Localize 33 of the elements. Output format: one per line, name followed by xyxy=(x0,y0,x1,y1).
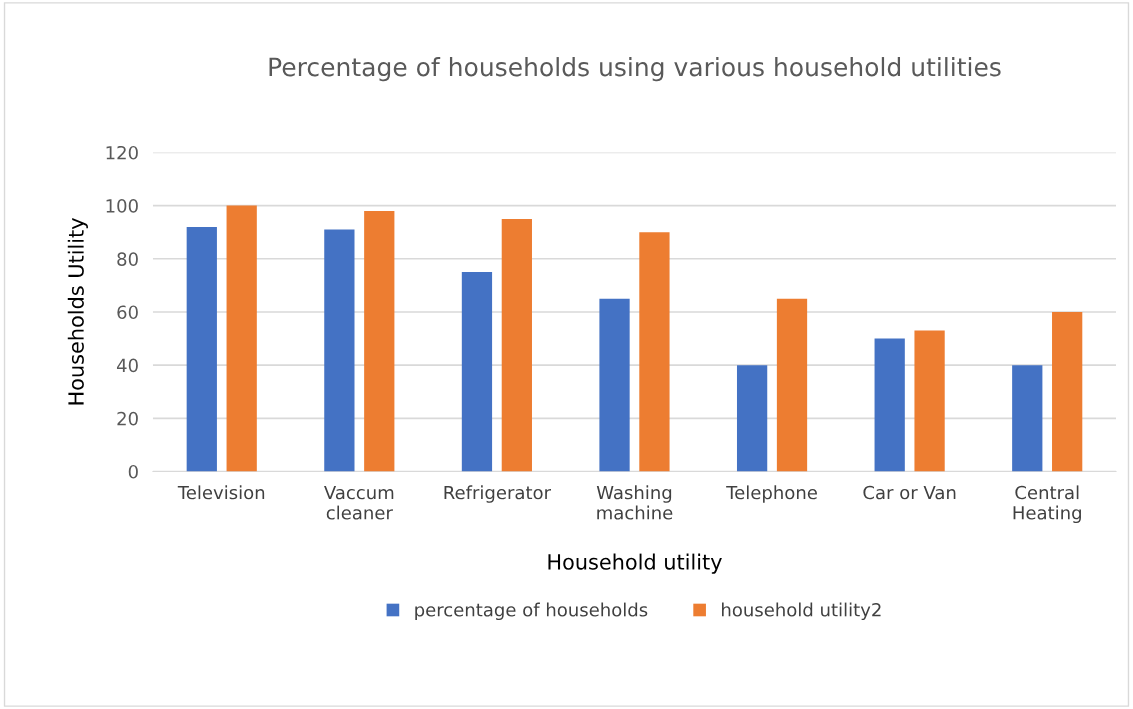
bar xyxy=(364,210,395,472)
x-tick-label: Washing machine xyxy=(596,485,673,520)
bar xyxy=(1012,365,1043,472)
x-tick-label: Vaccum cleaner xyxy=(324,485,394,520)
y-axis-title: Households Utility xyxy=(67,218,88,405)
bar xyxy=(639,232,670,472)
bar xyxy=(736,365,768,472)
bar xyxy=(226,205,257,472)
bar xyxy=(776,298,808,472)
legend-label: percentage of households xyxy=(415,602,648,621)
x-tick-label: Television xyxy=(177,485,265,500)
legend-label: household utility2 xyxy=(722,602,881,621)
bar xyxy=(599,298,630,472)
y-tick-label: 0 xyxy=(128,464,138,479)
x-tick-label: Central Heating xyxy=(1013,485,1081,524)
x-axis-title: Household utility xyxy=(548,553,722,574)
bar xyxy=(186,226,217,472)
y-tick-label: 100 xyxy=(106,199,138,213)
bar xyxy=(874,338,905,472)
x-tick-label: Refrigerator xyxy=(444,485,552,503)
bar xyxy=(1052,311,1083,472)
x-tick-label: Telephone xyxy=(726,485,817,503)
bar xyxy=(501,218,532,472)
bar xyxy=(914,330,945,472)
bar xyxy=(324,229,355,472)
x-tick-label: Car or Van xyxy=(863,485,956,500)
y-tick-label: 60 xyxy=(117,305,138,320)
y-tick-label: 80 xyxy=(117,252,138,266)
bar xyxy=(461,272,493,472)
y-tick-label: 120 xyxy=(106,145,138,160)
y-tick-label: 40 xyxy=(116,358,138,373)
chart-title: Percentage of households using various household utilities xyxy=(269,57,1001,82)
y-tick-label: 20 xyxy=(117,411,138,426)
